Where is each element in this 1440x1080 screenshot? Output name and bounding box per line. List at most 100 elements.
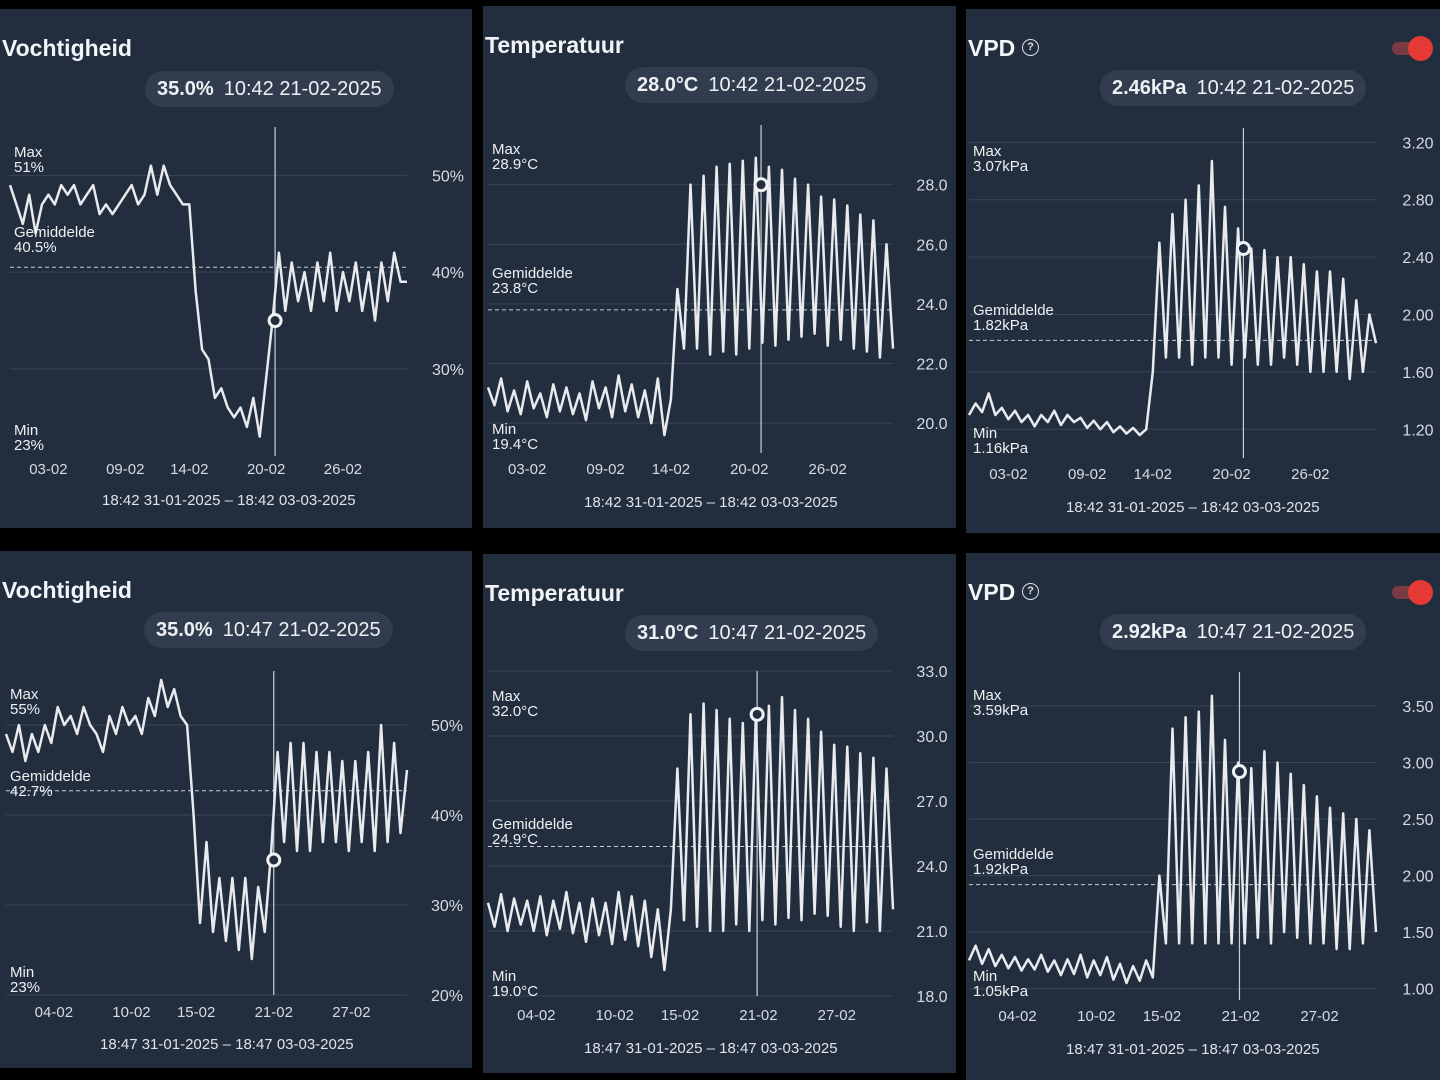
selected-time: 10:47 21-02-2025 xyxy=(1196,621,1355,643)
selected-value-pill: 35.0% 10:42 21-02-2025 xyxy=(145,71,394,107)
max-value: 3.59kPa xyxy=(973,702,1029,719)
line-chart[interactable]: 50% 40% 30% 20% 04-02 10-02 15-02 21-02 27-02 Max… xyxy=(0,551,472,1068)
series-line xyxy=(486,156,895,437)
x-tick-label: 03-02 xyxy=(508,461,546,478)
x-tick-label: 21-02 xyxy=(1222,1008,1260,1025)
cursor-marker[interactable] xyxy=(1231,764,1247,780)
max-label: Max xyxy=(492,688,521,705)
x-tick-label: 26-02 xyxy=(1291,466,1329,483)
avg-value: 40.5% xyxy=(14,239,57,256)
line-chart[interactable]: 3.20 2.80 2.40 2.00 1.60 1.20 03-02 09-02 14-02 2… xyxy=(966,9,1440,533)
x-tick-label: 15-02 xyxy=(661,1007,699,1024)
x-tick-label: 21-02 xyxy=(739,1007,777,1024)
selected-value-pill: 31.0°C 10:47 21-02-2025 xyxy=(625,615,879,651)
x-tick-label: 20-02 xyxy=(1212,466,1250,483)
x-tick-label: 10-02 xyxy=(1077,1008,1115,1025)
max-label: Max xyxy=(492,141,521,158)
min-value: 23% xyxy=(14,437,44,454)
series-line xyxy=(967,694,1378,985)
max-label: Max xyxy=(14,144,43,161)
cursor-marker[interactable] xyxy=(753,177,769,193)
y-tick-label: 3.00 xyxy=(1402,755,1433,772)
x-tick-label: 26-02 xyxy=(324,461,362,478)
max-value: 51% xyxy=(14,159,44,176)
selected-value-pill: 28.0°C 10:42 21-02-2025 xyxy=(625,67,879,103)
avg-value: 24.9°C xyxy=(492,831,538,848)
min-label: Min xyxy=(973,425,997,442)
selected-value: 31.0°C xyxy=(637,622,699,644)
line-chart[interactable]: 50% 40% 30% 03-02 09-02 14-02 20-02 26-02 Max51%… xyxy=(0,9,472,528)
min-value: 19.0°C xyxy=(492,983,538,1000)
min-value: 19.4°C xyxy=(492,436,538,453)
y-tick-label: 1.50 xyxy=(1402,925,1433,942)
selected-time: 10:42 21-02-2025 xyxy=(708,74,867,96)
y-tick-label: 2.50 xyxy=(1402,812,1433,829)
date-range-label: 18:42 31-01-2025 – 18:42 03-03-2025 xyxy=(584,494,838,511)
min-label: Min xyxy=(973,968,997,985)
y-tick-label: 33.0 xyxy=(916,664,947,681)
chart-title: Temperatuur xyxy=(485,32,624,58)
toggle-switch[interactable] xyxy=(1392,36,1433,61)
min-label: Min xyxy=(10,964,34,981)
line-chart[interactable]: 3.50 3.00 2.50 2.00 1.50 1.00 04-02 10-02 15-02 2… xyxy=(966,553,1440,1080)
series-line xyxy=(4,678,409,961)
x-tick-label: 03-02 xyxy=(989,466,1027,483)
x-tick-label: 15-02 xyxy=(177,1004,215,1021)
y-tick-label: 30.0 xyxy=(916,729,947,746)
cursor-marker[interactable] xyxy=(266,852,282,868)
selected-value: 35.0% xyxy=(157,78,214,100)
x-tick-label: 26-02 xyxy=(808,461,846,478)
y-tick-label: 20% xyxy=(431,988,463,1005)
avg-label: Gemiddelde xyxy=(14,224,95,241)
min-label: Min xyxy=(14,422,38,439)
cursor-marker[interactable] xyxy=(749,706,765,722)
date-range-label: 18:47 31-01-2025 – 18:47 03-03-2025 xyxy=(100,1036,354,1053)
toggle-switch[interactable] xyxy=(1392,580,1433,605)
cursor-marker[interactable] xyxy=(267,313,283,329)
selected-value-pill: 2.92kPa 10:47 21-02-2025 xyxy=(1100,614,1367,650)
chart-title: Vochtigheid xyxy=(2,577,132,603)
min-value: 1.16kPa xyxy=(973,440,1029,457)
y-tick-label: 40% xyxy=(431,808,463,825)
chart-title: VPD xyxy=(968,579,1016,605)
chart-card: Temperatuur 31.0°C 10:47 21-02-2025 18:47 3… xyxy=(483,554,956,1073)
date-range-label: 18:47 31-01-2025 – 18:47 03-03-2025 xyxy=(584,1040,838,1057)
x-tick-label: 14-02 xyxy=(1134,466,1172,483)
avg-value: 1.82kPa xyxy=(973,317,1029,334)
y-tick-label: 20.0 xyxy=(916,416,947,433)
selected-value: 2.92kPa xyxy=(1112,621,1187,643)
y-tick-label: 2.80 xyxy=(1402,193,1433,210)
y-tick-label: 2.00 xyxy=(1402,308,1433,325)
x-tick-label: 20-02 xyxy=(730,461,768,478)
y-tick-label: 28.0 xyxy=(916,178,947,195)
x-tick-label: 20-02 xyxy=(247,461,285,478)
min-label: Min xyxy=(492,968,516,985)
x-tick-label: 14-02 xyxy=(652,461,690,478)
y-tick-label: 21.0 xyxy=(916,924,947,941)
avg-label: Gemiddelde xyxy=(492,265,573,282)
y-tick-label: 30% xyxy=(432,362,464,379)
line-chart[interactable]: 28.0 26.0 24.0 22.0 20.0 03-02 09-02 14-02 20-02… xyxy=(483,6,956,528)
chart-card: Temperatuur 28.0°C 10:42 21-02-2025 18:42 3… xyxy=(483,6,956,528)
avg-value: 1.92kPa xyxy=(973,861,1029,878)
selected-time: 10:47 21-02-2025 xyxy=(222,619,381,641)
selected-value: 2.46kPa xyxy=(1112,77,1187,99)
x-tick-label: 27-02 xyxy=(1300,1008,1338,1025)
y-tick-label: 1.00 xyxy=(1402,982,1433,999)
cursor-marker[interactable] xyxy=(1235,241,1251,257)
date-range-label: 18:42 31-01-2025 – 18:42 03-03-2025 xyxy=(102,492,356,509)
x-tick-label: 04-02 xyxy=(517,1007,555,1024)
help-circle-icon[interactable]: ? xyxy=(1022,583,1039,600)
selected-value: 35.0% xyxy=(156,619,213,641)
y-tick-label: 3.50 xyxy=(1402,699,1433,716)
x-tick-label: 21-02 xyxy=(255,1004,293,1021)
chart-title: VPD xyxy=(968,35,1016,61)
chart-title: Temperatuur xyxy=(485,580,624,606)
y-tick-label: 22.0 xyxy=(916,357,947,374)
selected-value-pill: 2.46kPa 10:42 21-02-2025 xyxy=(1100,70,1367,106)
line-chart[interactable]: 33.0 30.0 27.0 24.0 21.0 18.0 04-02 10-02 15-02 2… xyxy=(483,554,956,1073)
help-circle-icon[interactable]: ? xyxy=(1022,39,1039,56)
y-tick-label: 2.00 xyxy=(1402,869,1433,886)
y-tick-label: 24.0 xyxy=(916,297,947,314)
min-value: 23% xyxy=(10,979,40,996)
